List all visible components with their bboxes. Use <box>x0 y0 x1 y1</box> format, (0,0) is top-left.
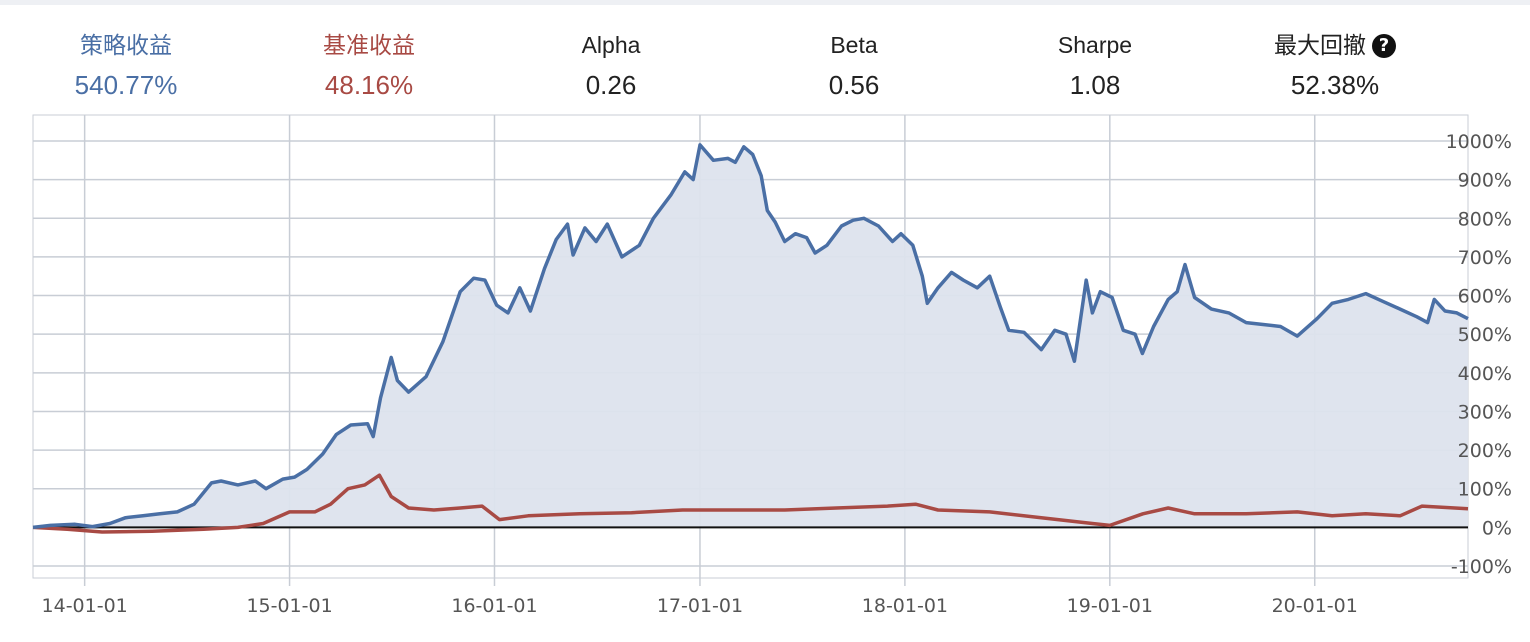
stat-value: 52.38% <box>1290 70 1380 100</box>
stat-label: 策略收益 <box>80 32 172 58</box>
stat-value: 48.16% <box>324 70 414 100</box>
y-tick-label: 800% <box>1458 208 1512 230</box>
stat-label-text: 最大回撤 <box>1274 32 1366 58</box>
x-tick-label: 17-01-01 <box>657 595 743 617</box>
stat-beta: Beta 0.56 <box>749 30 959 102</box>
question-circle-icon[interactable]: ? <box>1372 34 1396 58</box>
y-tick-label: 100% <box>1458 479 1512 501</box>
stats-header: 策略收益 540.77% 基准收益 48.16% Alpha 0.26 Beta… <box>0 0 1530 110</box>
x-tick-label: 15-01-01 <box>246 595 332 617</box>
top-border <box>0 0 1530 5</box>
y-tick-label: 600% <box>1458 286 1512 308</box>
x-tick-label: 20-01-01 <box>1272 595 1358 617</box>
y-tick-label: 300% <box>1458 401 1512 423</box>
stat-label: Sharpe <box>1057 32 1133 58</box>
x-tick-label: 19-01-01 <box>1067 595 1153 617</box>
stat-label: Beta <box>830 32 878 58</box>
y-tick-label: 0% <box>1482 517 1512 539</box>
benchmark-series-line <box>32 473 1469 534</box>
x-tick-label: 16-01-01 <box>451 595 537 617</box>
stat-sharpe: Sharpe 1.08 <box>990 30 1200 102</box>
y-tick-label: 200% <box>1458 440 1512 462</box>
stat-label: Alpha <box>581 32 641 58</box>
y-tick-label: 1000% <box>1446 131 1512 153</box>
stat-value: 0.26 <box>585 70 637 100</box>
y-axis-labels: 1000% 900% 800% 700% 600% 500% 400% 300% 200% 100… <box>1446 131 1512 578</box>
x-axis-labels: 14-01-01 15-01-01 16-01-01 17-01-01 18-01-01… <box>42 595 1358 617</box>
y-tick-label: 500% <box>1458 324 1512 346</box>
y-tick-label: -100% <box>1451 556 1512 578</box>
stat-alpha: Alpha 0.26 <box>506 30 716 102</box>
x-tick-label: 14-01-01 <box>42 595 128 617</box>
returns-chart: 1000% 900% 800% 700% 600% 500% 400% 300% 200% 100… <box>32 114 1512 617</box>
y-tick-label: 700% <box>1458 247 1512 269</box>
stat-strategy-return: 策略收益 540.77% <box>21 30 231 102</box>
y-tick-label: 400% <box>1458 363 1512 385</box>
stat-label: 基准收益 <box>323 32 415 58</box>
y-tick-label: 900% <box>1458 170 1512 192</box>
strategy-series-line <box>32 143 1469 530</box>
stat-label: 最大回撤? <box>1230 30 1440 60</box>
stat-max-drawdown: 最大回撤? 52.38% <box>1230 30 1440 102</box>
stat-value: 0.56 <box>828 70 880 100</box>
x-tick-label: 18-01-01 <box>862 595 948 617</box>
stat-value: 540.77% <box>74 70 178 100</box>
stat-benchmark-return: 基准收益 48.16% <box>264 30 474 102</box>
stat-value: 1.08 <box>1069 70 1121 100</box>
strategy-area-fill <box>33 144 1468 528</box>
